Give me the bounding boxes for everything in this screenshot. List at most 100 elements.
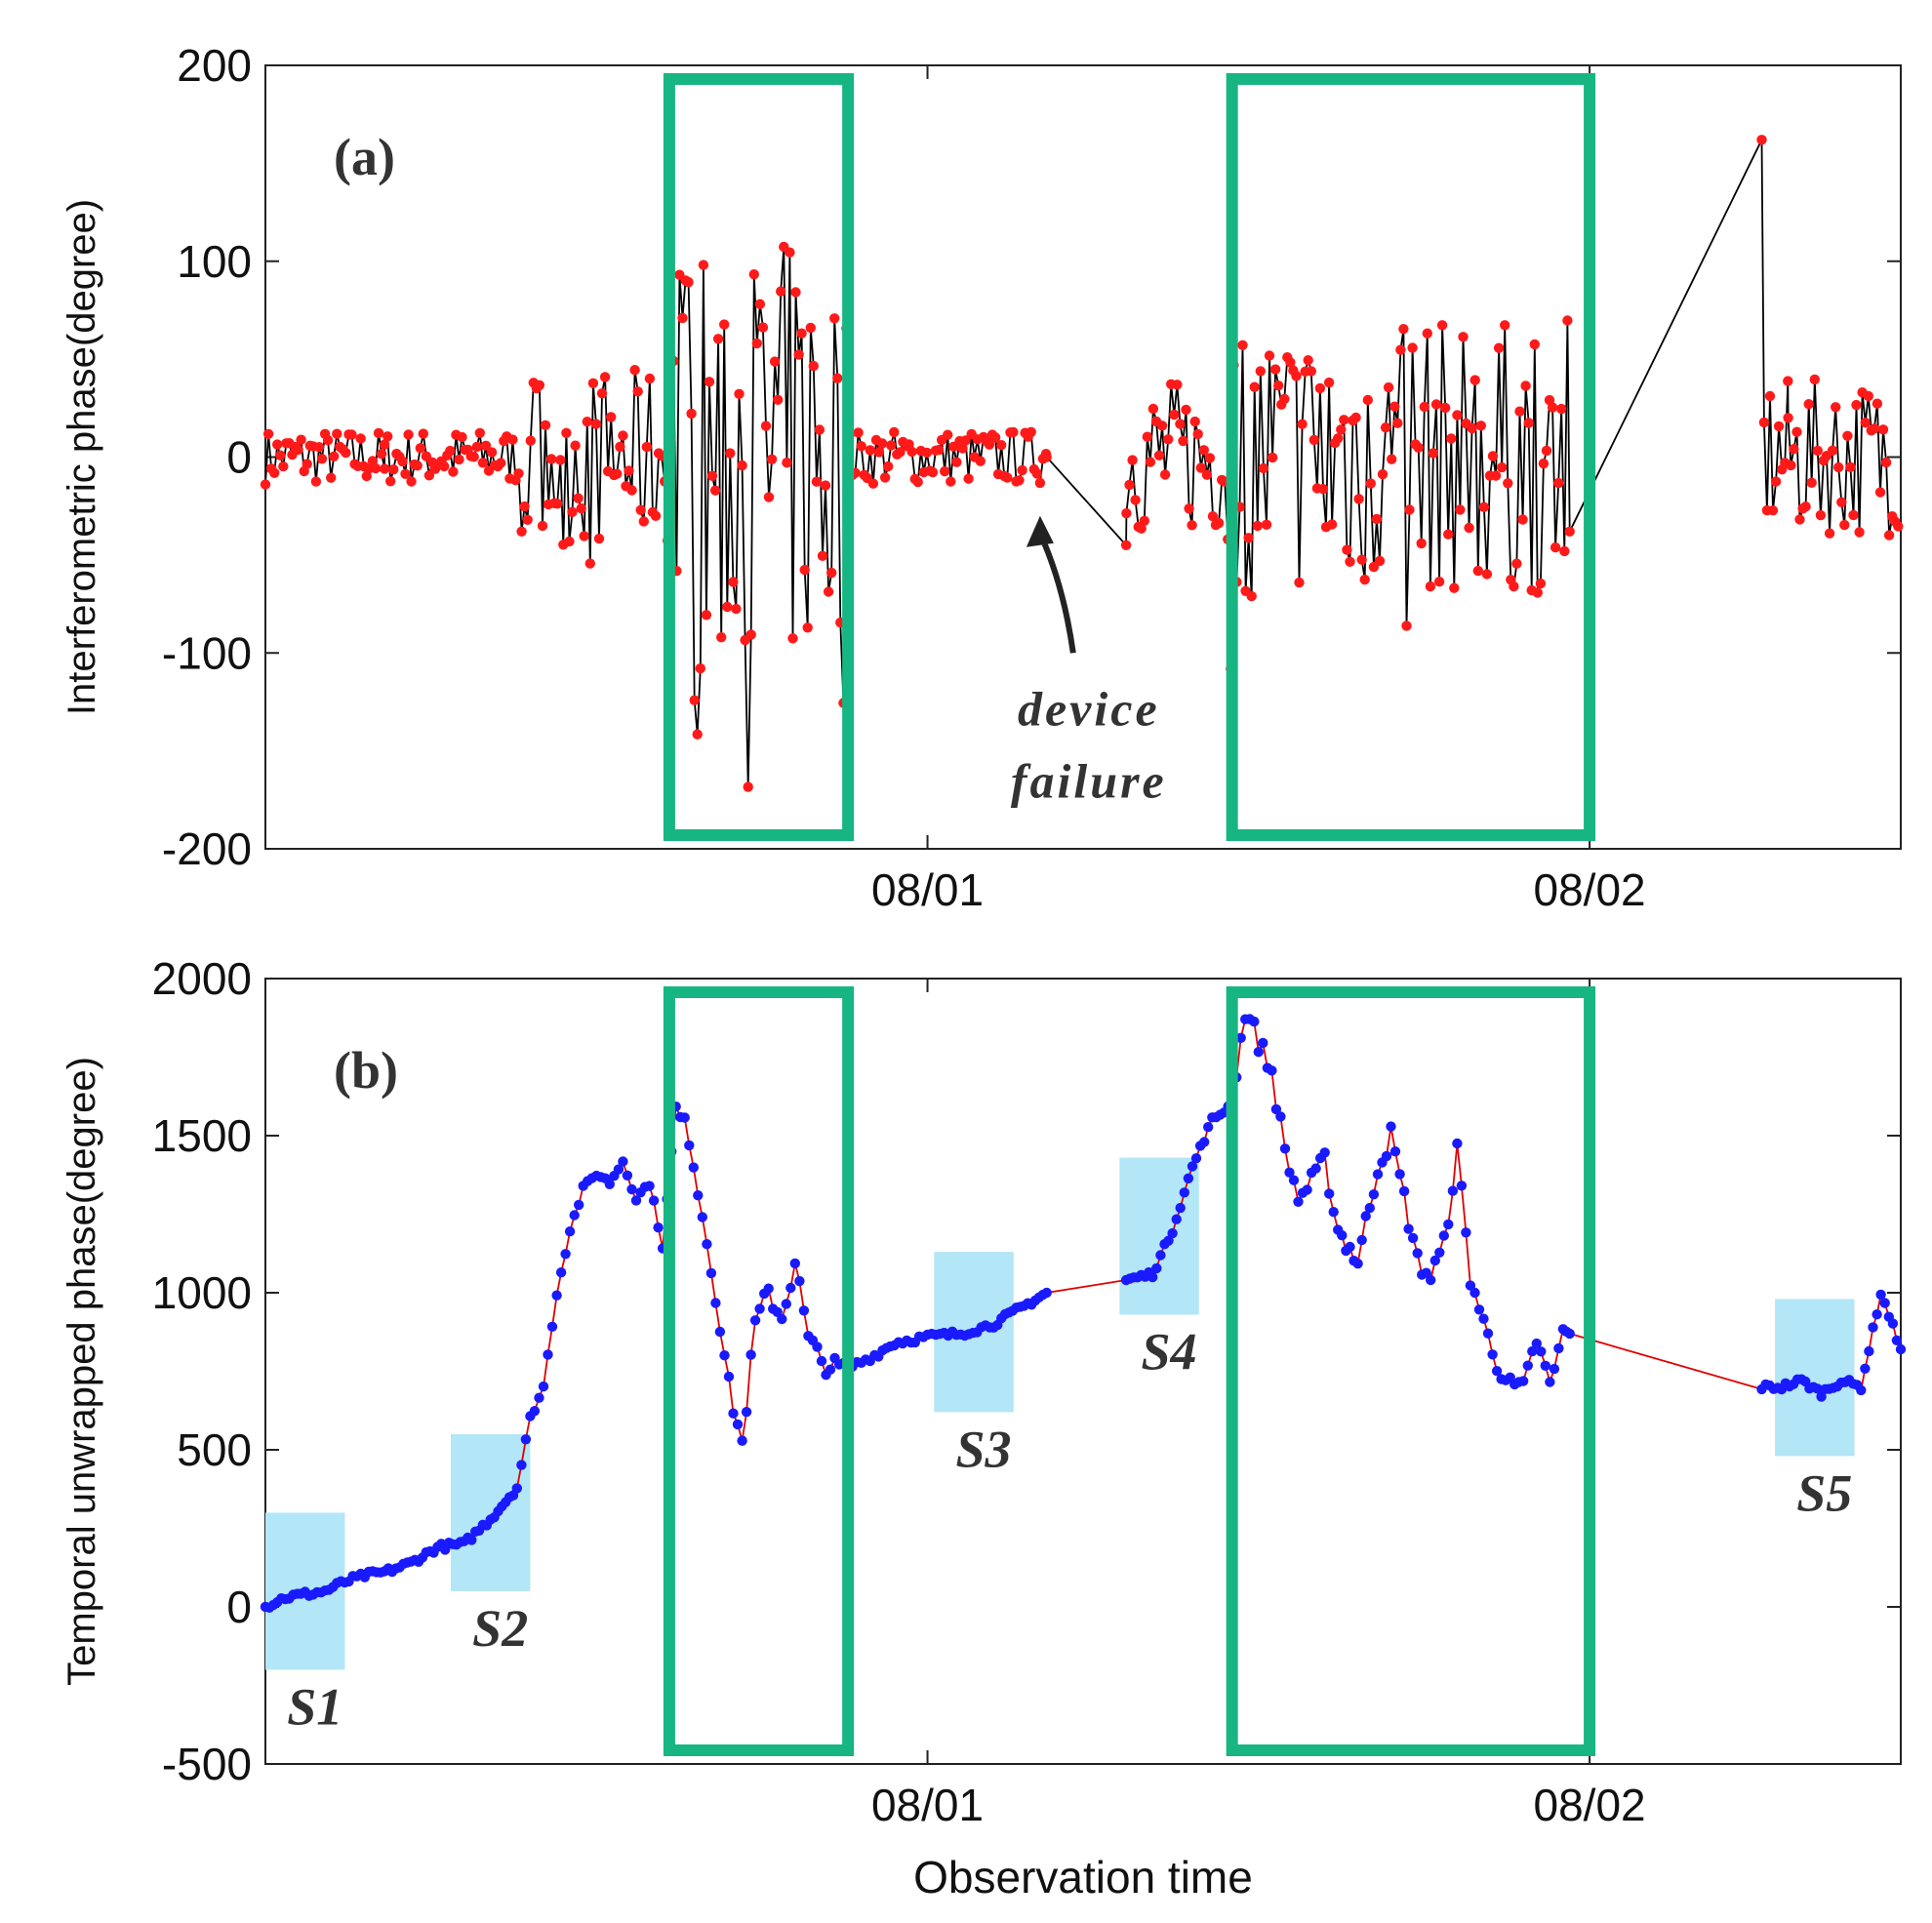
data-point [1275,1111,1286,1122]
data-point [773,394,784,405]
data-point [943,429,953,440]
data-point [322,435,334,446]
data-point [278,461,289,472]
data-point [1319,1147,1330,1158]
data-point [1446,433,1457,444]
data-point [1773,421,1785,432]
data-point [1199,1137,1210,1147]
data-point [695,662,705,674]
segment-label-s2: S2 [472,1599,528,1658]
data-point [1456,1181,1468,1191]
data-point [296,434,306,445]
data-point [1183,1173,1194,1184]
data-point [1416,538,1427,549]
data-point [1284,1167,1295,1178]
data-point [551,1290,562,1301]
data-point [612,468,623,479]
data-point [1783,376,1793,386]
data-point [496,458,506,468]
data-point [1356,554,1367,565]
data-point [1261,519,1272,530]
data-point [743,781,753,792]
data-point [1279,393,1290,405]
data-point [1034,477,1046,489]
data-point [754,299,766,309]
data-point [716,632,727,643]
data-point [1252,520,1264,532]
data-point [701,610,712,621]
data-point [471,441,482,453]
data-point [593,533,605,544]
data-point [1365,478,1377,489]
data-point [269,467,280,478]
data-point [1192,428,1203,440]
data-point [1136,523,1147,534]
data-point [397,456,408,467]
data-point [1264,350,1275,361]
data-point [1413,442,1424,453]
data-point [1803,399,1814,410]
data-point [632,386,643,397]
data-point [794,1275,805,1287]
data-point [454,454,464,465]
data-point [555,1267,567,1278]
data-point [1545,1377,1555,1387]
data-point [1359,574,1370,585]
data-point [1356,1234,1367,1246]
data-point [879,472,891,483]
data-point [1756,135,1767,145]
data-point [1175,1202,1186,1214]
data-point [1155,1250,1166,1261]
data-point [951,457,962,467]
data-point [1473,1304,1485,1315]
data-point [745,629,756,640]
y-tick-label: 500 [177,1424,252,1475]
data-point [1848,509,1859,521]
data-point [1387,454,1397,464]
data-point [933,445,945,456]
data-point [1120,540,1132,550]
data-point [1389,401,1400,412]
data-point [1500,320,1510,331]
data-point [1178,435,1188,447]
data-point [599,372,611,382]
data-point [1147,403,1159,415]
data-point [817,550,828,561]
data-point [1412,1248,1423,1259]
data-point [520,1434,532,1445]
data-point [1883,530,1895,541]
data-point [1362,394,1374,406]
data-point [579,531,589,541]
data-point [688,1162,699,1173]
data-point [638,516,649,527]
data-point [1791,426,1802,437]
data-point [355,433,366,444]
data-point [1434,1247,1445,1259]
data-point [1872,1309,1882,1320]
data-point [1041,452,1052,462]
data-point [1523,418,1534,428]
data-point [1430,399,1442,410]
y-tick-label: 1000 [152,1267,252,1318]
series-markers [260,1014,1907,1614]
highlight-box-1 [663,986,855,1756]
data-point [1520,381,1531,391]
data-point [886,440,897,451]
data-point [1864,1345,1874,1357]
data-point [1139,515,1150,526]
data-point [1187,1161,1198,1172]
data-point [326,472,337,483]
data-point [984,439,995,450]
data-point [1237,340,1248,350]
shaded-region-s2 [450,1433,531,1591]
data-point [534,1392,544,1403]
data-point [415,443,425,454]
data-point [1461,1227,1471,1238]
data-point [805,322,816,334]
data-point [630,1195,642,1206]
data-point [644,1181,655,1191]
data-point [1403,1223,1414,1234]
data-point [1255,366,1267,377]
data-point [1326,519,1338,530]
segment-label-s5: S5 [1796,1463,1852,1522]
